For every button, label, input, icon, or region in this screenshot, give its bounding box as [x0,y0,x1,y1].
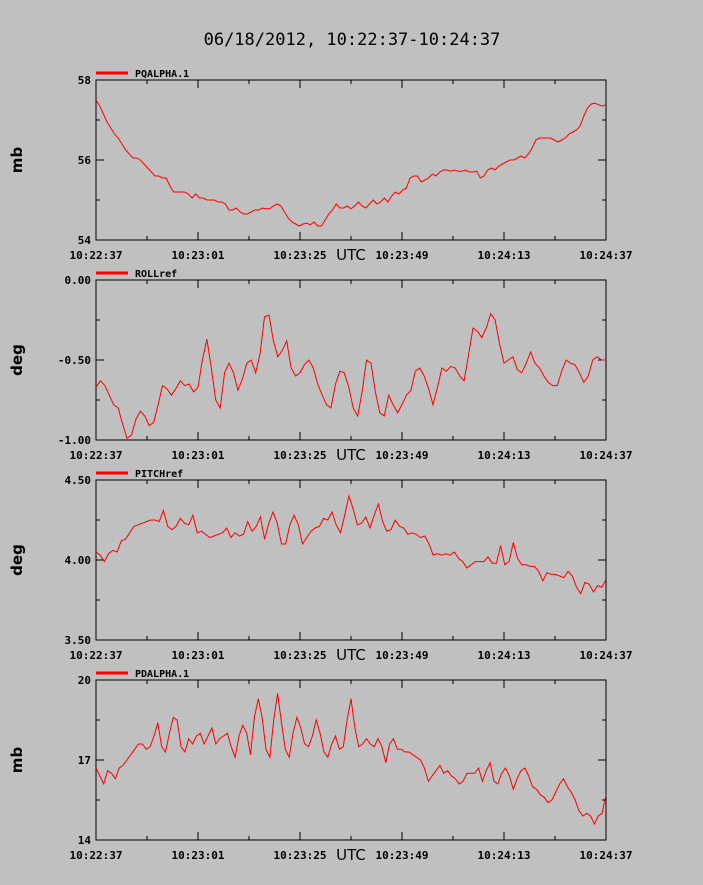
x-tick-label: 10:22:37 [70,849,123,862]
plot-frame [95,679,607,841]
x-tick-label: 10:23:01 [172,449,225,462]
x-tick-label: 10:24:13 [478,649,531,662]
x-tick-label: 10:22:37 [70,249,123,262]
x-tick-label: 10:23:25 [274,649,327,662]
x-tick-label: 10:22:37 [70,449,123,462]
y-axis-label: mb [8,147,26,174]
y-tick-label: 54 [78,234,92,247]
x-tick-label: 10:23:49 [376,449,429,462]
series-line [95,312,606,440]
y-tick-label: 4.00 [65,554,92,567]
x-tick-label: 10:24:37 [580,249,633,262]
series-line [95,99,607,227]
x-tick-label: 10:24:37 [580,649,633,662]
x-tick-label: 10:24:13 [478,849,531,862]
y-tick-label: 3.50 [65,634,92,647]
series-line [95,494,607,595]
x-axis-label: UTC [336,646,366,664]
x-tick-label: 10:23:25 [274,449,327,462]
x-tick-label: 10:23:01 [172,649,225,662]
x-tick-label: 10:23:49 [376,249,429,262]
y-tick-label: 17 [78,754,91,767]
plot-frame [95,79,607,241]
series-line [95,693,607,826]
y-tick-label: 14 [78,834,92,847]
y-tick-label: 4.50 [65,474,92,487]
x-axis-label: UTC [336,446,366,464]
x-axis-label: UTC [336,246,366,264]
y-tick-label: 58 [78,74,91,87]
x-tick-label: 10:24:13 [478,249,531,262]
legend-label: PDALPHA.1 [135,669,189,680]
x-tick-label: 10:24:37 [580,849,633,862]
x-tick-label: 10:24:37 [580,449,633,462]
x-tick-label: 10:23:25 [274,849,327,862]
x-axis-label: UTC [336,846,366,864]
legend-label: ROLLref [135,269,177,280]
y-axis-label: deg [8,344,26,376]
x-tick-label: 10:23:01 [172,849,225,862]
x-tick-label: 10:23:49 [376,849,429,862]
y-tick-label: 56 [78,154,92,167]
y-tick-label: -1.00 [58,434,91,447]
chart-title: 06/18/2012, 10:22:37-10:24:37 [204,30,501,50]
x-tick-label: 10:24:13 [478,449,531,462]
plot-frame [95,279,607,441]
legend-label: PQALPHA.1 [135,69,189,80]
y-axis-label: deg [8,544,26,576]
x-tick-label: 10:22:37 [70,649,123,662]
y-tick-label: 0.00 [65,274,92,287]
y-tick-label: 20 [78,674,91,687]
x-tick-label: 10:23:25 [274,249,327,262]
y-axis-label: mb [8,747,26,774]
legend-label: PITCHref [135,469,183,480]
x-tick-label: 10:23:01 [172,249,225,262]
y-tick-label: -0.50 [58,354,91,367]
x-tick-label: 10:23:49 [376,649,429,662]
